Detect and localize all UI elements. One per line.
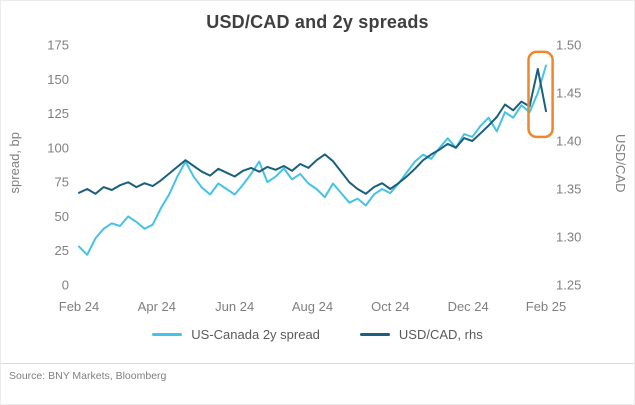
- chart-title: USD/CAD and 2y spreads: [206, 12, 429, 32]
- right-axis-tick-label: 1.35: [556, 182, 581, 197]
- left-axis-tick-label: 175: [47, 38, 69, 53]
- x-axis-tick-label: Oct 24: [371, 299, 409, 314]
- highlight-box: [527, 50, 554, 139]
- x-axis-tick-label: Feb 25: [526, 299, 566, 314]
- legend-item-usdcad: USD/CAD, rhs: [359, 326, 483, 342]
- legend-item-spread: US-Canada 2y spread: [152, 327, 320, 342]
- usdcad-line-swatch: [359, 332, 390, 336]
- x-axis-tick-label: Jun 24: [215, 299, 254, 314]
- left-axis-tick-label: 50: [55, 209, 69, 224]
- right-axis-tick-label: 1.40: [556, 134, 581, 149]
- series-line-1: [78, 68, 547, 195]
- left-axis-tick-label: 75: [55, 175, 69, 190]
- left-axis-tick-label: 100: [47, 140, 69, 155]
- chart-canvas: 0 25 50 75 100 125 150 175 1.25 1.30 1.35 1.40 1.45 1…: [47, 38, 581, 315]
- x-axis-tick-label: Aug 24: [292, 299, 333, 314]
- spread-line-swatch: [152, 332, 183, 336]
- right-axis-tick-label: 1.25: [556, 278, 581, 293]
- right-axis-tick-label: 1.45: [556, 86, 581, 101]
- left-axis-tick-label: 0: [62, 278, 69, 293]
- left-axis-tick-label: 125: [47, 106, 69, 121]
- right-axis-tick-label: 1.30: [556, 230, 581, 245]
- chart-legend: US-Canada 2y spread USD/CAD, rhs: [1, 317, 634, 351]
- left-axis-title: spread, bp: [7, 132, 22, 194]
- x-axis-tick-label: Feb 24: [59, 299, 99, 314]
- left-axis-tick-label: 25: [55, 243, 69, 258]
- x-axis-tick-label: Apr 24: [138, 299, 176, 314]
- x-axis-tick-label: Dec 24: [448, 299, 489, 314]
- left-axis-tick-label: 150: [47, 72, 69, 87]
- series-line-0: [78, 64, 547, 256]
- chart-plot-area: 0 25 50 75 100 125 150 175 1.25 1.30 1.35 1.40 1.45 1…: [1, 35, 635, 317]
- right-axis-tick-label: 1.50: [556, 38, 581, 53]
- right-axis-title: USD/CAD: [613, 133, 628, 193]
- legend-label-spread: US-Canada 2y spread: [191, 326, 320, 342]
- source-note: Source: BNY Markets, Bloomberg: [1, 363, 634, 382]
- legend-label-usdcad: USD/CAD, rhs: [398, 326, 483, 342]
